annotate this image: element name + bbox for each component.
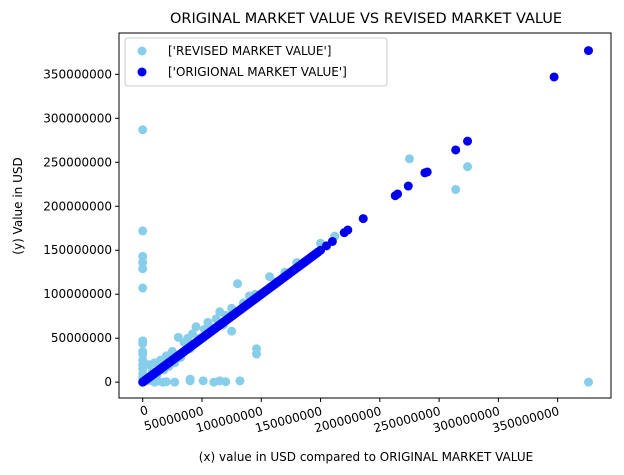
x-tick-label: 200000000: [313, 404, 383, 435]
y-tick-label: 150000000: [43, 243, 112, 257]
data-point: [233, 279, 243, 289]
data-point: [191, 322, 201, 332]
data-point: [252, 349, 262, 359]
data-point: [549, 72, 559, 82]
data-point: [583, 46, 593, 56]
data-point: [138, 258, 148, 268]
x-tick-label: 350000000: [491, 404, 561, 435]
y-tick-label: 300000000: [43, 111, 112, 125]
data-point: [343, 225, 353, 235]
y-tick-label: 100000000: [43, 287, 112, 301]
data-point: [451, 185, 461, 195]
data-point: [451, 145, 461, 155]
legend-marker: [137, 46, 147, 56]
data-point: [404, 154, 414, 164]
data-point: [358, 214, 368, 224]
data-point: [403, 181, 413, 191]
data-point: [173, 332, 183, 342]
data-point: [170, 377, 180, 387]
series-1: [138, 125, 593, 387]
data-point: [138, 125, 148, 135]
y-tick-label: 250000000: [43, 155, 112, 169]
series-2: [138, 46, 593, 387]
data-point: [185, 374, 195, 384]
data-point: [422, 167, 432, 177]
data-point: [327, 236, 337, 246]
x-tick-label: 0: [139, 403, 150, 419]
data-point: [221, 377, 231, 387]
data-point: [138, 226, 148, 236]
legend-entry: ['ORIGIONAL MARKET VALUE']: [168, 65, 347, 79]
data-point: [227, 326, 237, 336]
x-tick-label: 150000000: [254, 404, 324, 435]
data-point: [463, 136, 473, 146]
data-point: [138, 264, 148, 274]
data-point: [188, 329, 198, 339]
data-point: [138, 349, 148, 359]
data-point: [198, 376, 208, 386]
y-tick-label: 0: [104, 375, 112, 389]
data-point: [393, 189, 403, 199]
data-point: [138, 338, 148, 348]
x-axis-label: (x) value in USD compared to ORIGINAL MA…: [199, 450, 533, 464]
legend: ['REVISED MARKET VALUE'] ['ORIGIONAL MARK…: [124, 37, 388, 87]
data-point: [138, 251, 148, 261]
y-tick-label: 50000000: [51, 331, 112, 345]
chart-title: ORIGINAL MARKET VALUE VS REVISED MARKET …: [170, 11, 562, 27]
y-axis-label: (y) Value in USD: [11, 157, 25, 254]
data-point: [235, 376, 245, 386]
x-tick-label: 250000000: [372, 404, 442, 435]
data-point: [138, 283, 148, 293]
y-tick-label: 350000000: [43, 67, 112, 81]
plot-frame: [118, 32, 612, 399]
x-tick-label: 100000000: [194, 404, 264, 435]
legend-marker: [137, 67, 147, 77]
dense-point-band: [138, 247, 323, 387]
plot-area: 0500000001000000001500000002000000002500…: [43, 32, 612, 435]
data-point: [583, 377, 593, 387]
data-point: [463, 162, 473, 172]
x-tick-label: 300000000: [431, 404, 501, 435]
data-point: [158, 377, 168, 387]
data-point: [265, 272, 275, 282]
legend-box: [124, 37, 388, 87]
legend-entry: ['REVISED MARKET VALUE']: [168, 44, 331, 58]
y-tick-label: 200000000: [43, 199, 112, 213]
